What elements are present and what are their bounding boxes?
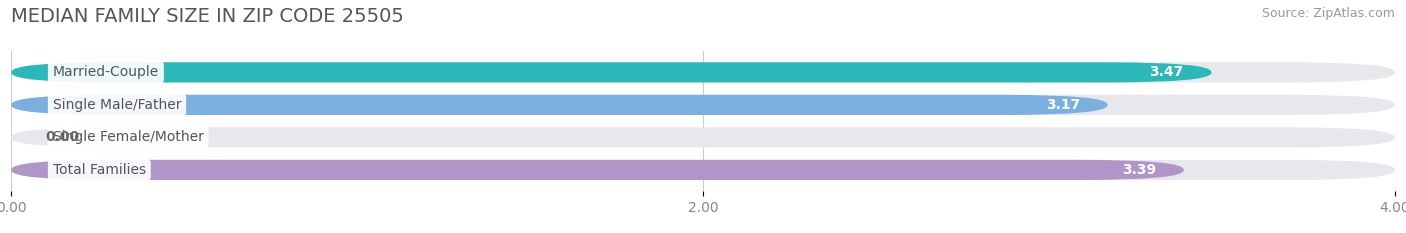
FancyBboxPatch shape: [11, 95, 1108, 115]
FancyBboxPatch shape: [11, 62, 1212, 82]
Text: 3.47: 3.47: [1150, 65, 1184, 79]
FancyBboxPatch shape: [11, 127, 1395, 147]
Text: 3.39: 3.39: [1122, 163, 1156, 177]
Text: Total Families: Total Families: [53, 163, 146, 177]
Text: 3.17: 3.17: [1046, 98, 1080, 112]
FancyBboxPatch shape: [11, 95, 1395, 115]
Text: Single Female/Mother: Single Female/Mother: [53, 130, 204, 144]
Text: 0.00: 0.00: [46, 130, 80, 144]
Text: MEDIAN FAMILY SIZE IN ZIP CODE 25505: MEDIAN FAMILY SIZE IN ZIP CODE 25505: [11, 7, 404, 26]
Text: Source: ZipAtlas.com: Source: ZipAtlas.com: [1261, 7, 1395, 20]
FancyBboxPatch shape: [11, 62, 1395, 82]
Text: Single Male/Father: Single Male/Father: [53, 98, 181, 112]
FancyBboxPatch shape: [11, 160, 1184, 180]
Text: Married-Couple: Married-Couple: [53, 65, 159, 79]
FancyBboxPatch shape: [11, 160, 1395, 180]
